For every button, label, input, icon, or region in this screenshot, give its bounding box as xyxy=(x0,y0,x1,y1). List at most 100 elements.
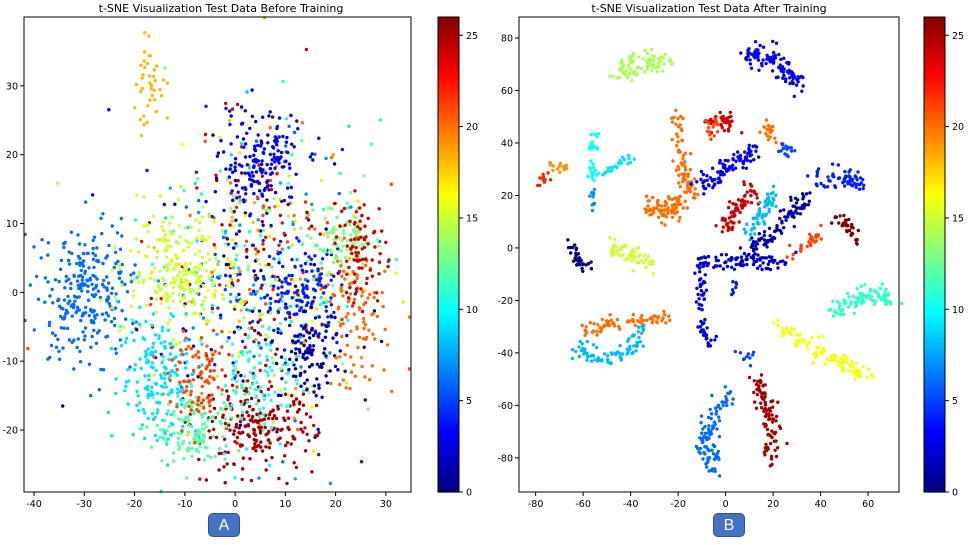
scatter-point xyxy=(636,330,640,334)
colorbar-segment xyxy=(438,92,459,97)
scatter-point xyxy=(697,302,701,306)
scatter-point xyxy=(233,476,237,480)
scatter-point xyxy=(768,267,773,272)
scatter-point xyxy=(591,343,596,347)
scatter-point xyxy=(364,281,369,286)
scatter-point xyxy=(254,170,259,174)
scatter-point xyxy=(852,311,856,316)
colorbar-segment xyxy=(924,147,945,153)
scatter-point xyxy=(124,384,128,389)
scatter-point xyxy=(201,283,205,288)
x-tick-label: -20 xyxy=(127,499,143,510)
scatter-point xyxy=(314,393,318,398)
scatter-point xyxy=(239,105,244,109)
scatter-point xyxy=(244,239,249,243)
scatter-point xyxy=(312,449,316,453)
colorbar-segment xyxy=(924,64,945,70)
scatter-point xyxy=(272,317,276,322)
scatter-point xyxy=(233,440,237,444)
scatter-point xyxy=(299,384,303,388)
scatter-point xyxy=(219,139,223,143)
scatter-point xyxy=(221,297,226,301)
scatter-point xyxy=(153,333,158,337)
scatter-point xyxy=(580,342,584,346)
scatter-point xyxy=(763,400,767,405)
scatter-point xyxy=(662,209,666,213)
scatter-point xyxy=(153,98,157,102)
scatter-point xyxy=(660,221,664,225)
colorbar-segment xyxy=(924,404,945,410)
scatter-point xyxy=(138,322,142,326)
scatter-point xyxy=(360,247,364,251)
scatter-point xyxy=(810,336,814,340)
scatter-point xyxy=(177,360,181,364)
scatter-point xyxy=(712,122,716,126)
colorbar-segment xyxy=(438,341,459,347)
scatter-point xyxy=(765,427,770,432)
scatter-point xyxy=(831,172,835,176)
scatter-point xyxy=(229,114,233,118)
scatter-point xyxy=(770,128,774,133)
scatter-point xyxy=(295,236,299,240)
scatter-point xyxy=(605,321,609,326)
scatter-point xyxy=(178,340,182,345)
scatter-point xyxy=(277,116,282,120)
x-tick-label: 30 xyxy=(380,499,392,510)
colorbar-segment xyxy=(438,179,459,184)
colorbar-segment xyxy=(438,373,459,378)
scatter-point xyxy=(239,308,243,312)
scatter-point xyxy=(250,178,255,183)
scatter-points-before xyxy=(23,16,412,494)
scatter-point xyxy=(859,284,863,288)
scatter-point xyxy=(311,278,316,282)
scatter-point xyxy=(606,357,610,362)
colorbar-segment xyxy=(924,151,945,157)
colorbar-segment xyxy=(924,333,945,339)
scatter-point xyxy=(795,344,800,348)
scatter-point xyxy=(300,268,304,272)
scatter-point xyxy=(189,347,193,351)
scatter-point xyxy=(103,318,107,322)
scatter-point xyxy=(778,66,782,71)
scatter-point xyxy=(780,219,784,224)
scatter-point xyxy=(745,254,749,258)
scatter-point xyxy=(171,276,176,280)
scatter-point xyxy=(336,247,340,251)
scatter-point xyxy=(231,369,236,373)
scatter-point xyxy=(110,434,114,438)
scatter-point xyxy=(284,140,289,144)
scatter-point xyxy=(207,362,211,367)
colorbar-segment xyxy=(438,270,459,275)
scatter-point xyxy=(789,326,794,331)
scatter-point xyxy=(230,107,235,111)
scatter-point xyxy=(253,338,258,342)
scatter-point xyxy=(551,164,556,168)
scatter-point xyxy=(235,379,239,384)
scatter-point xyxy=(323,347,327,351)
scatter-point xyxy=(174,262,178,266)
scatter-point xyxy=(310,328,314,332)
scatter-point xyxy=(608,313,612,317)
scatter-point xyxy=(232,429,236,433)
scatter-point xyxy=(329,155,334,160)
scatter-point xyxy=(884,287,888,291)
scatter-point xyxy=(734,159,738,163)
scatter-point xyxy=(224,273,228,278)
colorbar-segment xyxy=(924,286,945,291)
scatter-point xyxy=(752,379,756,383)
scatter-point xyxy=(279,428,283,432)
scatter-point xyxy=(155,64,159,68)
scatter-point xyxy=(288,315,292,319)
colorbar-segment xyxy=(438,230,459,236)
scatter-point xyxy=(243,374,247,378)
scatter-point xyxy=(708,176,713,180)
scatter-point xyxy=(214,435,219,440)
scatter-point xyxy=(852,372,856,376)
scatter-point xyxy=(726,221,730,226)
scatter-point xyxy=(324,329,328,333)
scatter-point xyxy=(802,203,807,207)
scatter-point xyxy=(304,192,308,196)
scatter-point xyxy=(778,216,782,221)
scatter-point xyxy=(365,276,369,281)
scatter-point xyxy=(112,316,117,321)
